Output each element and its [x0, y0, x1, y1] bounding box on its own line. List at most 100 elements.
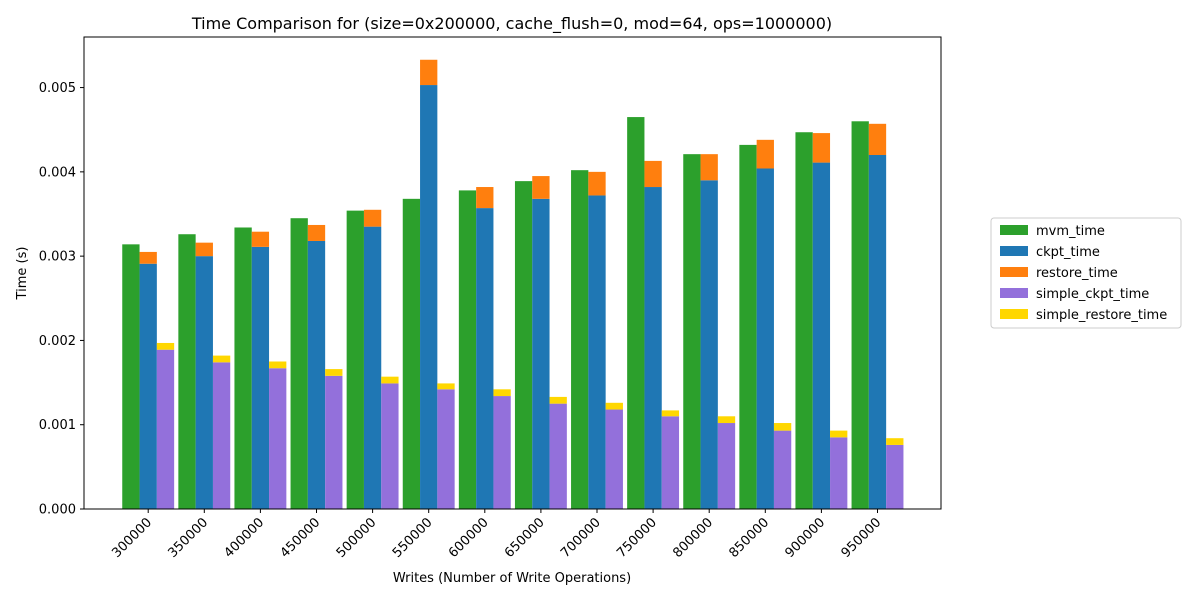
series-restore_time — [139, 59, 887, 264]
y-axis: 0.000 0.001 0.002 0.003 0.004 0.005 — [39, 81, 84, 518]
bar-restore_time-400000 — [251, 231, 270, 247]
bar-simple_restore_time-450000 — [325, 369, 343, 376]
x-tick-label-450000: 450000 — [278, 515, 324, 561]
bar-restore_time-650000 — [532, 176, 550, 199]
bar-simple_restore_time-400000 — [269, 361, 287, 369]
bar-simple_restore_time-800000 — [717, 416, 736, 424]
bar-simple_restore_time-700000 — [605, 402, 623, 410]
bar-simple_restore_time-600000 — [493, 389, 511, 397]
legend-swatch-ckpt_time — [1000, 246, 1028, 256]
bar-mvm_time-950000 — [851, 121, 869, 509]
x-tick-label-500000: 500000 — [334, 515, 380, 561]
y-tick-label-3: 0.003 — [39, 250, 76, 265]
plot-frame — [83, 36, 942, 510]
bar-simple_ckpt_time-750000 — [661, 416, 680, 509]
y-tick-label-1: 0.001 — [39, 418, 76, 433]
bar-mvm_time-900000 — [795, 132, 813, 510]
bar-simple_ckpt_time-550000 — [437, 389, 455, 509]
series-mvm_time — [122, 117, 869, 510]
y-axis-label: Time (s) — [15, 247, 30, 301]
series-simple_restore_time — [156, 342, 904, 445]
bar-ckpt_time-950000 — [868, 155, 887, 509]
bar-simple_restore_time-550000 — [437, 383, 455, 390]
bars-layer — [122, 59, 904, 510]
bar-simple_ckpt_time-400000 — [269, 368, 287, 509]
x-tick-label-350000: 350000 — [165, 515, 211, 561]
bar-simple_restore_time-950000 — [886, 438, 904, 445]
legend-frame — [990, 217, 1182, 329]
x-tick-label-600000: 600000 — [446, 515, 492, 561]
bar-restore_time-850000 — [756, 139, 774, 169]
bar-simple_ckpt_time-900000 — [830, 437, 848, 509]
legend-label-mvm_time: mvm_time — [1036, 224, 1105, 239]
legend-label-simple_ckpt_time: simple_ckpt_time — [1036, 287, 1149, 302]
bar-simple_restore_time-900000 — [830, 430, 848, 438]
bar-simple_ckpt_time-950000 — [886, 444, 904, 509]
bar-ckpt_time-650000 — [532, 198, 550, 509]
bar-ckpt_time-850000 — [756, 168, 774, 510]
bar-ckpt_time-500000 — [363, 226, 382, 509]
bar-mvm_time-300000 — [122, 244, 140, 509]
bar-mvm_time-550000 — [402, 198, 421, 509]
bar-simple_restore_time-850000 — [773, 423, 792, 431]
bar-restore_time-900000 — [812, 133, 831, 163]
bar-simple_ckpt_time-650000 — [549, 403, 567, 509]
bar-simple_ckpt_time-700000 — [605, 409, 623, 509]
bar-simple_ckpt_time-300000 — [156, 349, 175, 509]
bar-mvm_time-650000 — [514, 181, 533, 509]
bar-ckpt_time-550000 — [420, 85, 438, 509]
x-tick-label-300000: 300000 — [109, 515, 155, 561]
x-tick-label-800000: 800000 — [670, 515, 716, 561]
bar-ckpt_time-750000 — [644, 187, 662, 509]
bar-simple_restore_time-500000 — [381, 376, 399, 384]
bar-restore_time-600000 — [476, 187, 494, 209]
legend-swatch-simple_ckpt_time — [1000, 288, 1028, 298]
y-tick-label-4: 0.004 — [39, 165, 76, 180]
legend-label-ckpt_time: ckpt_time — [1036, 245, 1100, 260]
x-tick-label-950000: 950000 — [839, 515, 885, 561]
legend: mvm_time ckpt_time restore_time simple_ckpt… — [990, 217, 1182, 329]
bar-mvm_time-600000 — [458, 190, 477, 509]
series-ckpt_time — [139, 85, 887, 510]
x-tick-label-650000: 650000 — [502, 515, 548, 561]
bar-mvm_time-700000 — [571, 170, 589, 510]
bar-restore_time-350000 — [195, 242, 213, 257]
bar-restore_time-950000 — [868, 123, 887, 155]
bar-ckpt_time-400000 — [251, 246, 270, 509]
bar-mvm_time-450000 — [290, 218, 308, 509]
bar-simple_restore_time-350000 — [212, 355, 231, 363]
bar-restore_time-800000 — [700, 154, 718, 181]
bar-restore_time-700000 — [588, 171, 606, 196]
x-tick-label-750000: 750000 — [614, 515, 660, 561]
x-tick-label-900000: 900000 — [783, 515, 829, 561]
legend-swatch-mvm_time — [1000, 225, 1028, 235]
bar-mvm_time-800000 — [683, 154, 701, 509]
bar-ckpt_time-800000 — [700, 180, 718, 510]
bar-ckpt_time-300000 — [139, 263, 157, 509]
bar-restore_time-750000 — [644, 160, 662, 188]
bar-simple_ckpt_time-850000 — [773, 430, 792, 509]
bar-restore_time-500000 — [363, 209, 382, 227]
bar-mvm_time-750000 — [627, 117, 645, 509]
bar-ckpt_time-700000 — [588, 195, 606, 509]
bar-mvm_time-850000 — [739, 144, 757, 509]
bar-ckpt_time-350000 — [195, 256, 213, 509]
x-tick-label-400000: 400000 — [222, 515, 268, 561]
bar-mvm_time-400000 — [234, 227, 252, 510]
bar-simple_ckpt_time-450000 — [325, 375, 343, 509]
x-axis: 300000 350000 400000 450000 500000 550000 6000… — [109, 509, 884, 561]
bar-simple_restore_time-750000 — [661, 410, 680, 417]
bar-restore_time-550000 — [420, 59, 438, 86]
bar-restore_time-300000 — [139, 251, 157, 264]
legend-label-simple_restore_time: simple_restore_time — [1036, 308, 1167, 323]
x-tick-label-700000: 700000 — [558, 515, 604, 561]
bar-simple_ckpt_time-600000 — [493, 396, 511, 509]
bar-mvm_time-350000 — [178, 234, 196, 510]
x-tick-label-850000: 850000 — [726, 515, 772, 561]
bar-simple_ckpt_time-350000 — [212, 362, 231, 509]
bar-ckpt_time-900000 — [812, 162, 831, 509]
x-axis-label: Writes (Number of Write Operations) — [393, 571, 631, 586]
bar-mvm_time-500000 — [346, 210, 364, 509]
y-tick-label-5: 0.005 — [39, 81, 76, 96]
